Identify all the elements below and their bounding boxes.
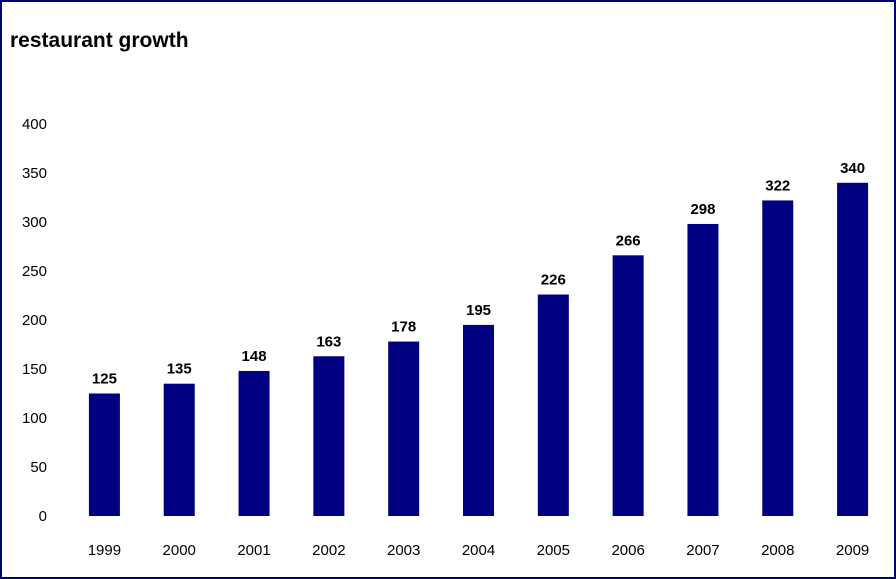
y-tick-label: 400 [22, 116, 47, 133]
x-tick-label: 2002 [312, 542, 345, 559]
data-label: 125 [92, 371, 117, 388]
y-axis: 0 50 100 150 200 250 300 350 400 [22, 116, 47, 525]
x-tick-label: 1999 [88, 542, 121, 559]
bar [463, 324, 494, 516]
bar [163, 383, 195, 516]
bar [687, 223, 719, 516]
x-tick-label: 2001 [237, 542, 270, 559]
x-tick-label: 2000 [163, 542, 196, 559]
bar [388, 341, 420, 516]
chart-title: restaurant growth [10, 29, 189, 52]
x-tick-label: 2007 [686, 542, 719, 559]
bar [88, 393, 120, 516]
data-label: 178 [391, 319, 416, 336]
data-label: 266 [616, 232, 641, 249]
x-tick-label: 2006 [611, 542, 644, 559]
bar-series [88, 182, 869, 517]
bar [762, 200, 794, 516]
x-axis: 1999 2000 2001 2002 2003 2004 2005 2006 2007 2008… [88, 542, 870, 559]
bar [537, 294, 569, 516]
x-tick-label: 2009 [836, 542, 869, 559]
data-label: 135 [167, 361, 192, 378]
data-label: 148 [242, 348, 267, 365]
y-tick-label: 0 [39, 508, 47, 525]
data-label: 322 [765, 177, 790, 194]
data-label: 340 [840, 160, 865, 177]
bar [238, 370, 270, 516]
x-tick-label: 2008 [761, 542, 794, 559]
data-label: 226 [541, 272, 566, 289]
x-tick-label: 2003 [387, 542, 420, 559]
bar [837, 182, 869, 517]
y-tick-label: 200 [22, 312, 47, 329]
data-label: 298 [690, 201, 715, 218]
data-label: 163 [316, 333, 341, 350]
data-labels: 125 135 148 163 178 195 226 266 298 322 340 [92, 160, 865, 388]
x-tick-label: 2005 [537, 542, 570, 559]
y-tick-label: 100 [22, 410, 47, 427]
data-label: 195 [466, 302, 491, 319]
bar [612, 255, 644, 516]
bar [313, 356, 345, 516]
y-tick-label: 250 [22, 263, 47, 280]
y-tick-label: 350 [22, 165, 47, 182]
y-tick-label: 50 [30, 459, 47, 476]
y-tick-label: 300 [22, 214, 47, 231]
y-tick-label: 150 [22, 361, 47, 378]
x-tick-label: 2004 [462, 542, 495, 559]
